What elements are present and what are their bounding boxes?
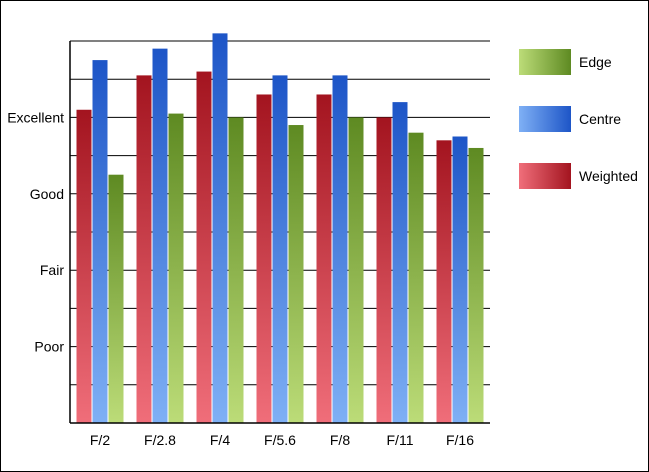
x-tick-labels: F/2 F/2.8 F/4 F/5.6 F/8 F/11 F/16 xyxy=(90,432,474,448)
bar-weighted-2 xyxy=(196,71,212,423)
bar-centre-4 xyxy=(332,75,348,423)
x-tick-label: F/8 xyxy=(330,432,350,448)
bar-centre-0 xyxy=(92,60,108,423)
bar-weighted-1 xyxy=(136,75,152,423)
bar-edge-2 xyxy=(228,117,244,424)
bar-centre-3 xyxy=(272,75,288,423)
legend-label-centre: Centre xyxy=(579,111,621,127)
bar-edge-5 xyxy=(408,132,424,423)
bar-edge-1 xyxy=(168,113,184,423)
bar-edge-4 xyxy=(348,117,364,424)
x-tick-label: F/2 xyxy=(90,432,110,448)
legend-swatch-centre xyxy=(519,106,571,132)
y-tick-label: Fair xyxy=(40,262,64,278)
bar-edge-6 xyxy=(468,147,484,423)
bar-weighted-6 xyxy=(436,140,452,423)
x-tick-label: F/5.6 xyxy=(264,432,296,448)
x-tick-label: F/11 xyxy=(387,432,414,448)
legend-label-edge: Edge xyxy=(579,54,612,70)
legend: Edge Centre Weighted xyxy=(519,49,638,189)
bar-weighted-5 xyxy=(376,117,392,424)
bar-centre-1 xyxy=(152,48,168,423)
x-tick-label: F/4 xyxy=(210,432,230,448)
y-tick-label: Good xyxy=(30,186,64,202)
bar-edge-0 xyxy=(108,174,124,423)
bar-centre-5 xyxy=(392,102,408,424)
axes xyxy=(69,41,490,424)
legend-label-weighted: Weighted xyxy=(579,168,638,184)
bars xyxy=(76,33,484,424)
bar-edge-3 xyxy=(288,125,304,423)
legend-swatch-weighted xyxy=(519,163,571,189)
bar-weighted-0 xyxy=(76,109,92,423)
y-tick-label: Poor xyxy=(34,339,64,355)
bar-weighted-4 xyxy=(316,94,332,423)
x-tick-label: F/2.8 xyxy=(144,432,176,448)
bar-centre-2 xyxy=(212,33,228,424)
y-tick-label: Excellent xyxy=(7,109,64,125)
bar-centre-6 xyxy=(452,136,468,423)
x-tick-label: F/16 xyxy=(446,432,474,448)
bar-weighted-3 xyxy=(256,94,272,423)
y-tick-labels: Poor Fair Good Excellent xyxy=(7,109,64,354)
legend-swatch-edge xyxy=(519,49,571,75)
